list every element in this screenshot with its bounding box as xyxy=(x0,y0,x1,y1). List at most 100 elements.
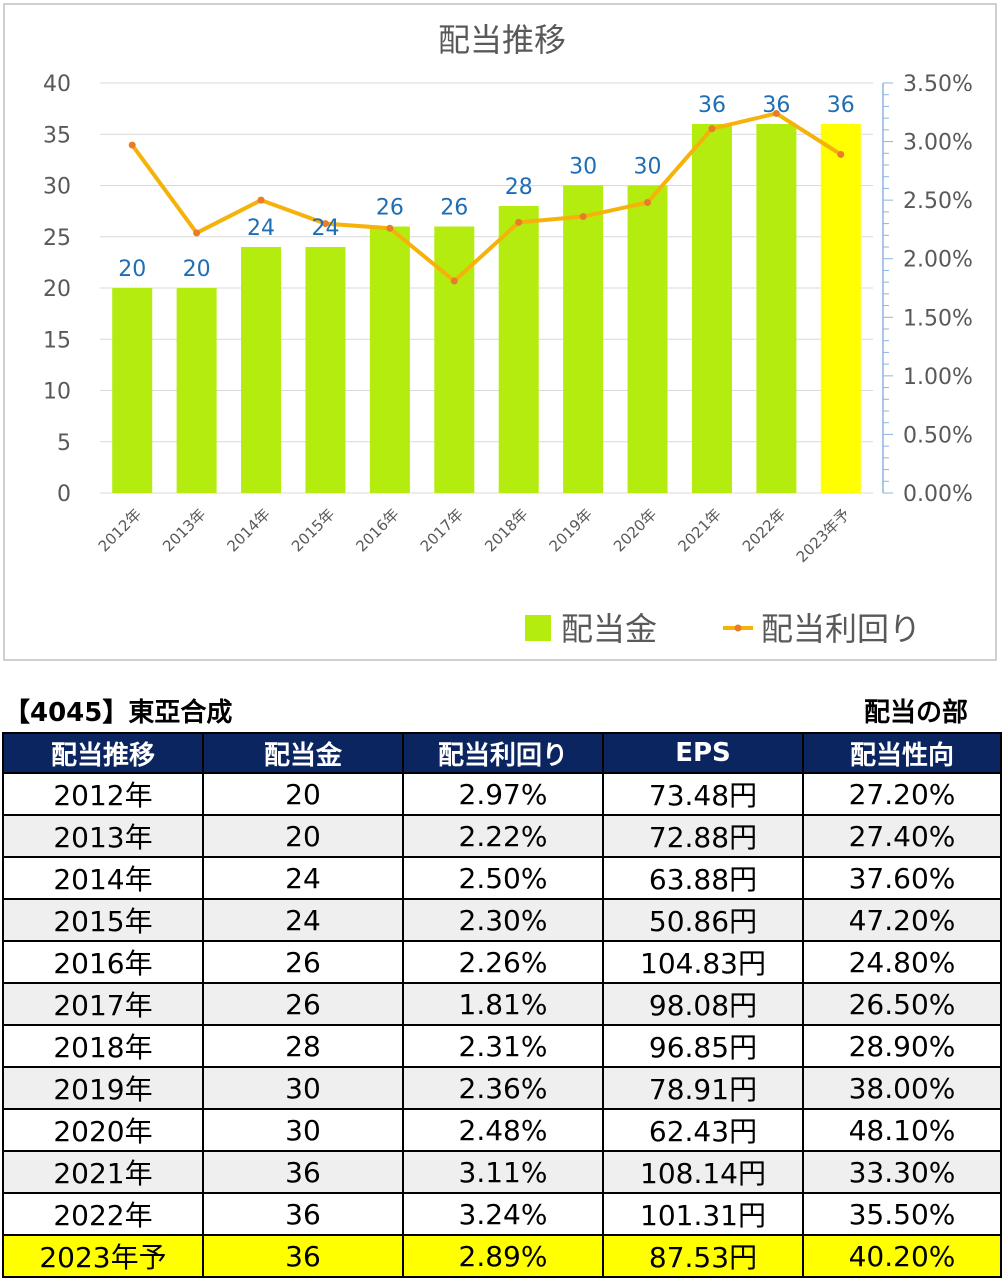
cell-yield: 2.89% xyxy=(402,1234,604,1278)
cell-eps: 63.88円 xyxy=(602,856,804,900)
x-tick-label: 2013年 xyxy=(159,505,209,555)
x-tick-label: 2020年 xyxy=(610,505,660,555)
cell-dividend: 20 xyxy=(202,772,404,816)
bar xyxy=(820,124,861,493)
cell-payout: 37.60% xyxy=(802,856,1002,900)
cell-year: 2014年 xyxy=(2,856,204,900)
yield-point xyxy=(193,229,201,237)
cell-year: 2018年 xyxy=(2,1024,204,1068)
table-row: 2021年 36 3.11% 108.14円 33.30% xyxy=(2,1150,1002,1194)
cell-yield: 1.81% xyxy=(402,982,604,1026)
bar-data-label: 30 xyxy=(634,155,662,180)
table-row: 2016年 26 2.26% 104.83円 24.80% xyxy=(2,940,1002,984)
cell-yield: 2.31% xyxy=(402,1024,604,1068)
legend-label-yield: 配当利回り xyxy=(761,610,921,648)
yield-point xyxy=(708,125,716,133)
cell-year: 2017年 xyxy=(2,982,204,1026)
x-tick-label: 2012年 xyxy=(95,505,145,555)
y-tick-label: 25 xyxy=(43,226,71,251)
cell-payout: 35.50% xyxy=(802,1192,1002,1236)
cell-payout: 27.20% xyxy=(802,772,1002,816)
cell-payout: 47.20% xyxy=(802,898,1002,942)
cell-yield: 2.22% xyxy=(402,814,604,858)
x-tick-label: 2018年 xyxy=(481,505,531,555)
yield-line xyxy=(130,111,842,283)
table-row: 2022年 36 3.24% 101.31円 35.50% xyxy=(2,1192,1002,1236)
yield-point xyxy=(837,150,845,158)
bar-data-label: 26 xyxy=(440,196,468,221)
cell-dividend: 36 xyxy=(202,1150,404,1194)
cell-eps: 78.91円 xyxy=(602,1066,804,1110)
bar-data-label: 26 xyxy=(376,196,404,221)
x-tick-label: 2023年予 xyxy=(793,505,854,566)
y2-tick-label: 0.50% xyxy=(903,423,973,448)
bar xyxy=(498,206,539,493)
yield-point xyxy=(772,109,780,117)
header-eps: EPS xyxy=(602,732,804,774)
bar-data-label: 36 xyxy=(827,93,855,118)
cell-yield: 3.11% xyxy=(402,1150,604,1194)
bar xyxy=(241,247,282,493)
cell-eps: 96.85円 xyxy=(602,1024,804,1068)
cell-eps: 104.83円 xyxy=(602,940,804,984)
yield-point xyxy=(515,218,523,226)
cell-year: 2020年 xyxy=(2,1108,204,1152)
cell-yield: 2.36% xyxy=(402,1066,604,1110)
x-tick-label: 2019年 xyxy=(546,505,596,555)
table-row: 2020年 30 2.48% 62.43円 48.10% xyxy=(2,1108,1002,1152)
cell-payout: 26.50% xyxy=(802,982,1002,1026)
bar xyxy=(563,185,604,493)
cell-payout: 48.10% xyxy=(802,1108,1002,1152)
cell-payout: 33.30% xyxy=(802,1150,1002,1194)
table-row: 2012年 20 2.97% 73.48円 27.20% xyxy=(2,772,1002,816)
cell-yield: 2.30% xyxy=(402,898,604,942)
chart-panel: 配当推移 0 5 10 15 20 25 30 35 40 0.00% 0.50% 1.00% 1.50%… xyxy=(3,3,997,661)
table-row: 2015年 24 2.30% 50.86円 47.20% xyxy=(2,898,1002,942)
dividend-table: 配当推移 配当金 配当利回り EPS 配当性向 2012年 20 2.97% 73.4… xyxy=(2,732,1002,1278)
table-row: 2019年 30 2.36% 78.91円 38.00% xyxy=(2,1066,1002,1110)
bar-data-label: 20 xyxy=(183,257,211,282)
header-yield: 配当利回り xyxy=(402,732,604,774)
bar xyxy=(756,124,797,493)
cell-eps: 72.88円 xyxy=(602,814,804,858)
x-tick-label: 2022年 xyxy=(739,505,789,555)
cell-yield: 2.48% xyxy=(402,1108,604,1152)
cell-year: 2012年 xyxy=(2,772,204,816)
table-row: 2017年 26 1.81% 98.08円 26.50% xyxy=(2,982,1002,1026)
header-payout: 配当性向 xyxy=(802,732,1002,774)
dividend-chart: 配当推移 0 5 10 15 20 25 30 35 40 0.00% 0.50% 1.00% 1.50%… xyxy=(43,21,973,648)
cell-dividend: 26 xyxy=(202,982,404,1026)
cell-eps: 101.31円 xyxy=(602,1192,804,1236)
cell-payout: 24.80% xyxy=(802,940,1002,984)
chart-title: 配当推移 xyxy=(438,21,566,59)
y2-tick-label: 2.50% xyxy=(903,189,973,214)
y-tick-label: 15 xyxy=(43,328,71,353)
table-row: 2023年予 36 2.89% 87.53円 40.20% xyxy=(2,1234,1002,1278)
cell-year: 2019年 xyxy=(2,1066,204,1110)
y2-tick-label: 2.00% xyxy=(903,248,973,273)
cell-dividend: 36 xyxy=(202,1234,404,1278)
cell-year: 2016年 xyxy=(2,940,204,984)
cell-dividend: 24 xyxy=(202,856,404,900)
cell-dividend: 30 xyxy=(202,1066,404,1110)
yield-point xyxy=(257,196,265,204)
yield-point xyxy=(321,220,329,228)
cell-dividend: 30 xyxy=(202,1108,404,1152)
cell-payout: 27.40% xyxy=(802,814,1002,858)
cell-dividend: 36 xyxy=(202,1192,404,1236)
bar-data-label: 36 xyxy=(698,93,726,118)
yield-point xyxy=(644,198,652,206)
bar-data-label: 28 xyxy=(505,175,533,200)
bar xyxy=(176,288,217,493)
y2-tick-label: 0.00% xyxy=(903,482,973,507)
yield-point xyxy=(450,277,458,285)
x-tick-label: 2015年 xyxy=(288,505,338,555)
cell-eps: 62.43円 xyxy=(602,1108,804,1152)
bar-data-label: 24 xyxy=(247,216,275,241)
y-tick-label: 10 xyxy=(43,380,71,405)
table-row: 2014年 24 2.50% 63.88円 37.60% xyxy=(2,856,1002,900)
cell-eps: 108.14円 xyxy=(602,1150,804,1194)
x-tick-label: 2021年 xyxy=(674,505,724,555)
cell-eps: 73.48円 xyxy=(602,772,804,816)
cell-year: 2015年 xyxy=(2,898,204,942)
